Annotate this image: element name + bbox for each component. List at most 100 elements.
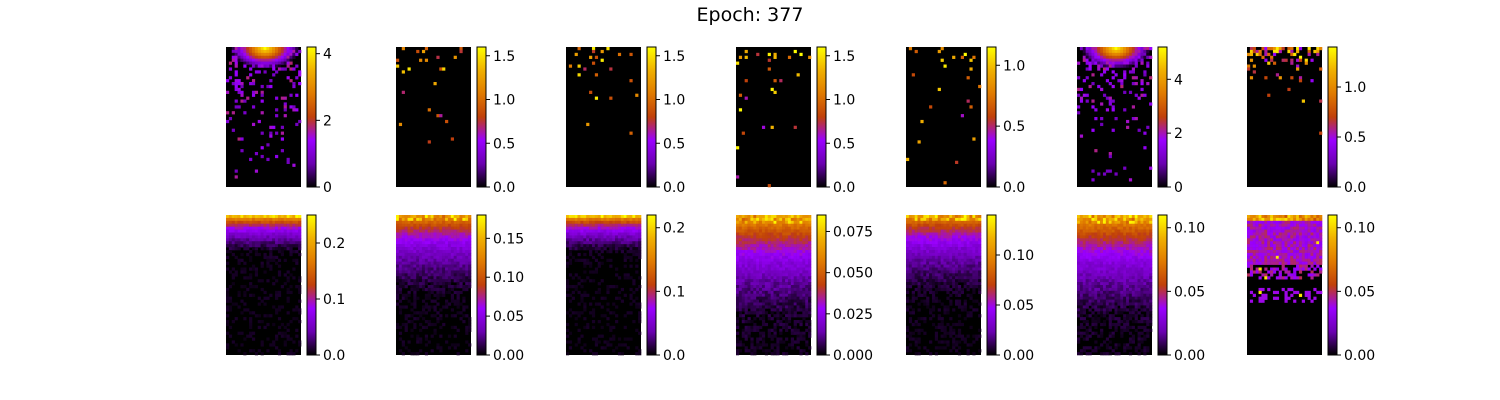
- heatmap-cell: [263, 229, 267, 233]
- heatmap-cell: [243, 64, 247, 68]
- heatmap-cell: [805, 352, 809, 356]
- heatmap-cell: [747, 276, 751, 280]
- heatmap-cell: [1117, 229, 1121, 233]
- heatmap-cell: [1298, 79, 1303, 83]
- heatmap-cell: [767, 58, 771, 62]
- heatmap-cell: [969, 238, 973, 242]
- heatmap-cell: [1079, 99, 1084, 103]
- heatmap-cell: [750, 229, 754, 233]
- heatmap-cell: [583, 241, 587, 245]
- heatmap-cell: [277, 229, 282, 233]
- heatmap-cell: [975, 247, 979, 251]
- heatmap-cell: [1091, 99, 1095, 103]
- heatmap-cell: [421, 49, 426, 54]
- heatmap-cell: [600, 296, 604, 300]
- heatmap-cell: [246, 96, 250, 100]
- heatmap-cell: [396, 264, 400, 268]
- heatmap-cell: [764, 226, 769, 230]
- heatmap-cell: [453, 334, 457, 338]
- heatmap-cell: [465, 250, 469, 254]
- heatmap-cell: [298, 235, 302, 239]
- heatmap-cell: [1126, 58, 1130, 62]
- heatmap-cell: [1079, 134, 1084, 138]
- heatmap-cell: [398, 273, 403, 277]
- heatmap-cell: [231, 226, 235, 230]
- heatmap-cell: [747, 285, 751, 289]
- heatmap-cell: [1131, 117, 1135, 121]
- heatmap-cell: [289, 241, 293, 245]
- heatmap-cell: [759, 290, 763, 295]
- heatmap-cell: [254, 352, 259, 356]
- heatmap-cell: [946, 247, 950, 251]
- heatmap-cell: [398, 217, 403, 222]
- heatmap-cell: [937, 238, 941, 242]
- heatmap-cell: [914, 320, 918, 324]
- heatmap-cell: [808, 252, 812, 257]
- heatmap-cell: [911, 267, 915, 271]
- heatmap-cell: [738, 302, 743, 306]
- heatmap-cell: [972, 299, 976, 303]
- heatmap-cell: [228, 217, 233, 222]
- heatmap-cell: [1082, 79, 1086, 83]
- heatmap-cell: [793, 340, 797, 344]
- heatmap-cell: [629, 258, 633, 262]
- heatmap-cell: [802, 215, 806, 219]
- heatmap-cell: [226, 267, 230, 271]
- heatmap-cell: [251, 64, 256, 68]
- heatmap-cell: [808, 235, 812, 239]
- heatmap-cell: [272, 47, 276, 51]
- heatmap-cell: [439, 244, 443, 248]
- heatmap-cell: [286, 47, 290, 51]
- heatmap-cell: [277, 61, 282, 65]
- heatmap-cell: [949, 302, 953, 306]
- heatmap-cell: [1094, 117, 1098, 121]
- heatmap-cell: [594, 290, 599, 295]
- heatmap-cell: [462, 223, 466, 227]
- heatmap-cell: [931, 285, 936, 289]
- heatmap-cell: [1131, 67, 1135, 71]
- heatmap-cell: [1117, 217, 1121, 222]
- heatmap-cell: [744, 49, 748, 54]
- heatmap-cell: [770, 235, 774, 239]
- heatmap-cell: [586, 322, 590, 327]
- heatmap-cell: [603, 340, 607, 344]
- heatmap-cell: [226, 305, 230, 309]
- heatmap-cell: [767, 317, 771, 321]
- heatmap-cell: [923, 215, 927, 219]
- heatmap-cell: [450, 267, 454, 271]
- heatmap-cell: [629, 217, 633, 222]
- heatmap-cell: [462, 270, 466, 274]
- heatmap-cell: [1123, 64, 1127, 68]
- heatmap-cell: [404, 285, 408, 289]
- heatmap-cell: [398, 247, 403, 251]
- heatmap-cell: [433, 267, 437, 271]
- heatmap-cell: [254, 273, 259, 277]
- heatmap-cell: [266, 279, 270, 283]
- heatmap-cell: [1131, 226, 1135, 230]
- heatmap-cell: [756, 258, 760, 262]
- heatmap-cell: [787, 282, 792, 286]
- heatmap-cell: [744, 235, 748, 239]
- heatmap-cell: [275, 61, 279, 65]
- heatmap-cell: [750, 223, 754, 227]
- heatmap-cell: [589, 250, 593, 254]
- heatmap-cell: [439, 273, 443, 277]
- heatmap-cell: [931, 226, 936, 230]
- heatmap-cell: [926, 276, 930, 280]
- heatmap-cell: [433, 270, 437, 274]
- heatmap-cell: [1128, 215, 1133, 219]
- heatmap-cell: [802, 279, 806, 283]
- heatmap-cell: [410, 232, 414, 236]
- heatmap-cell: [445, 302, 449, 306]
- heatmap-cell: [1088, 61, 1092, 65]
- heatmap-cell: [747, 238, 751, 242]
- heatmap-cell: [1258, 49, 1262, 54]
- heatmap-cell: [1114, 232, 1118, 236]
- heatmap-cell: [298, 287, 302, 292]
- heatmap-cell: [808, 273, 812, 277]
- heatmap-cell: [1281, 58, 1285, 62]
- heatmap-cell: [923, 293, 927, 297]
- heatmap-cell: [753, 238, 757, 242]
- heatmap-cell: [401, 282, 405, 286]
- heatmap-cell: [398, 279, 403, 283]
